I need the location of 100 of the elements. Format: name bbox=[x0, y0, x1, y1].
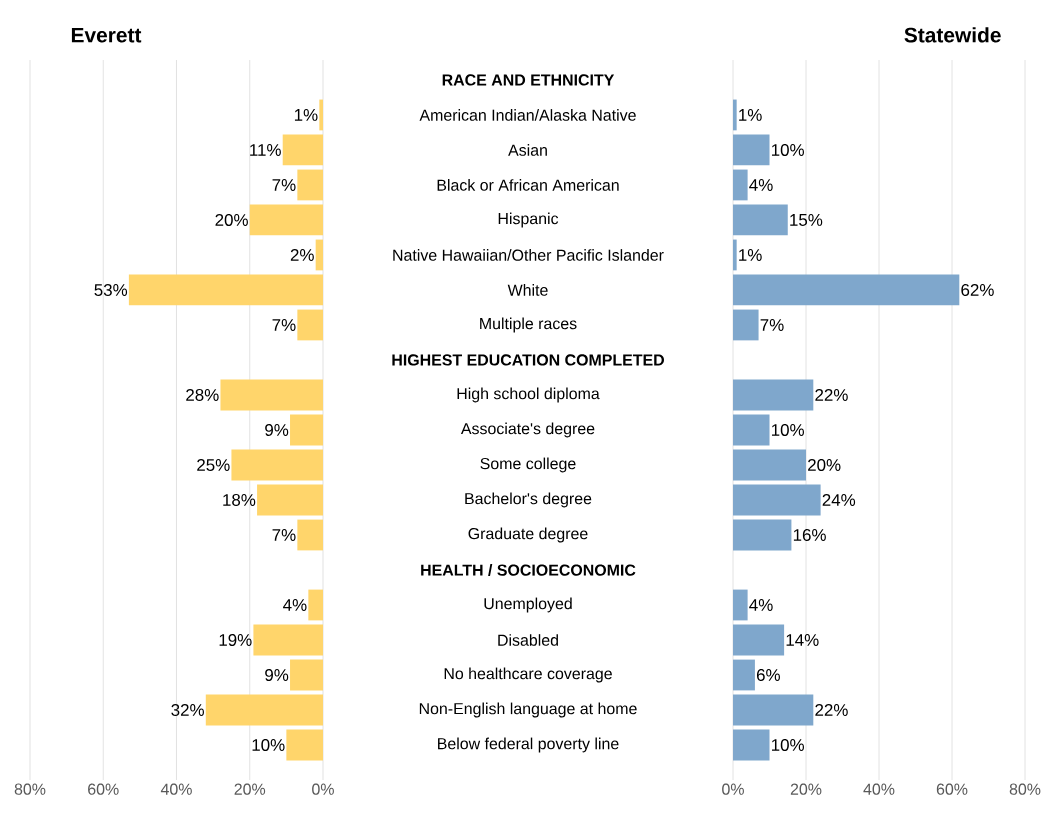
data-label: 10% bbox=[772, 739, 804, 752]
y-tick-label: Graduate degree bbox=[468, 527, 588, 543]
x-tick-label: 60% bbox=[88, 783, 119, 795]
data-label: 20% bbox=[808, 458, 841, 471]
y-tick-label: Multiple races bbox=[480, 317, 577, 333]
x-tick-label: 0% bbox=[722, 783, 744, 795]
bar bbox=[220, 379, 323, 411]
bar bbox=[282, 134, 323, 166]
y-tick-label: No healthcare coverage bbox=[444, 667, 612, 683]
data-label: 10% bbox=[252, 739, 285, 752]
bar bbox=[319, 99, 323, 131]
bar bbox=[733, 379, 814, 411]
data-label: 4% bbox=[283, 599, 307, 611]
data-label: 22% bbox=[815, 389, 848, 401]
data-label: 6% bbox=[756, 669, 780, 681]
bar bbox=[733, 274, 960, 306]
y-tick-label: Associate's degree bbox=[460, 422, 595, 438]
data-label: 10% bbox=[772, 143, 804, 156]
bar bbox=[733, 99, 737, 131]
data-label: 2% bbox=[290, 249, 314, 261]
data-label: 62% bbox=[961, 283, 994, 296]
bar bbox=[249, 204, 323, 236]
y-tick-label: RACE AND ETHNICITY bbox=[442, 74, 615, 86]
y-tick-label: Unemployed bbox=[484, 597, 572, 613]
y-tick-label: White bbox=[507, 284, 548, 296]
bar bbox=[297, 309, 323, 341]
y-tick-label: Hispanic bbox=[498, 212, 559, 228]
data-label: 7% bbox=[272, 179, 296, 191]
bar bbox=[733, 134, 770, 166]
data-label: 4% bbox=[749, 179, 773, 191]
data-label: 28% bbox=[186, 388, 219, 401]
data-label: 22% bbox=[815, 704, 848, 716]
data-label: 1% bbox=[294, 109, 318, 121]
chart-title: Statewide bbox=[904, 27, 1001, 43]
data-label: 4% bbox=[749, 599, 773, 611]
bar bbox=[733, 239, 737, 271]
bar bbox=[297, 169, 323, 201]
bar bbox=[205, 694, 323, 726]
data-label: 9% bbox=[265, 423, 289, 436]
bar bbox=[231, 449, 323, 481]
y-tick-label: Bachelor's degree bbox=[465, 492, 592, 508]
x-tick-label: 40% bbox=[160, 783, 192, 795]
data-label: 1% bbox=[739, 109, 762, 121]
y-tick-label: Asian bbox=[508, 144, 547, 156]
bar bbox=[286, 729, 323, 761]
bar bbox=[733, 309, 759, 341]
data-label: 20% bbox=[215, 213, 248, 226]
y-tick-label: American Indian/Alaska Native bbox=[419, 109, 636, 121]
y-tick-label: Some college bbox=[480, 457, 576, 473]
chart-title: Everett bbox=[71, 27, 142, 43]
bar bbox=[733, 519, 792, 551]
bar bbox=[733, 484, 821, 516]
data-label: 25% bbox=[197, 458, 230, 471]
y-tick-label: HEALTH / SOCIOECONOMIC bbox=[421, 564, 636, 576]
bar bbox=[257, 484, 323, 516]
bar bbox=[733, 694, 814, 726]
bar bbox=[128, 274, 323, 306]
bar bbox=[733, 414, 770, 446]
data-label: 14% bbox=[786, 634, 819, 646]
bar bbox=[253, 624, 323, 656]
data-label: 19% bbox=[219, 634, 252, 646]
data-label: 7% bbox=[272, 319, 296, 331]
data-label: 9% bbox=[265, 669, 289, 681]
bar bbox=[290, 659, 323, 691]
y-tick-label: High school diploma bbox=[457, 387, 600, 403]
bar bbox=[290, 414, 323, 446]
data-label: 18% bbox=[223, 493, 256, 506]
bar bbox=[733, 624, 785, 656]
bar bbox=[297, 519, 323, 551]
y-tick-label: Below federal poverty line bbox=[438, 737, 619, 753]
x-tick-label: 80% bbox=[1009, 783, 1041, 795]
bar bbox=[315, 239, 323, 271]
bar bbox=[308, 589, 323, 621]
data-label: 16% bbox=[793, 528, 826, 541]
bar bbox=[733, 659, 755, 691]
y-tick-label: Disabled bbox=[498, 634, 558, 646]
y-tick-label: Black or African American bbox=[437, 179, 619, 191]
data-label: 1% bbox=[739, 249, 762, 261]
data-label: 11% bbox=[250, 144, 281, 156]
data-label: 15% bbox=[790, 214, 823, 226]
x-tick-label: 40% bbox=[863, 783, 895, 795]
data-label: 53% bbox=[94, 283, 128, 296]
bar bbox=[733, 589, 748, 621]
x-tick-label: 20% bbox=[790, 783, 822, 795]
bar bbox=[733, 729, 770, 761]
data-label: 10% bbox=[772, 423, 804, 436]
x-tick-label: 80% bbox=[14, 783, 46, 795]
data-label: 7% bbox=[760, 319, 784, 331]
data-label: 32% bbox=[171, 704, 204, 716]
data-label: 7% bbox=[272, 529, 296, 541]
y-tick-label: HIGHEST EDUCATION COMPLETED bbox=[392, 354, 664, 366]
data-label: 24% bbox=[822, 494, 856, 506]
x-tick-label: 0% bbox=[312, 783, 334, 795]
x-tick-label: 60% bbox=[936, 783, 968, 795]
bar bbox=[733, 169, 748, 201]
y-tick-label: Non-English language at home bbox=[419, 702, 637, 718]
bar bbox=[733, 204, 788, 236]
x-tick-label: 20% bbox=[234, 783, 266, 795]
bar bbox=[733, 449, 807, 481]
y-tick-label: Native Hawaiian/Other Pacific Islander bbox=[393, 249, 664, 261]
